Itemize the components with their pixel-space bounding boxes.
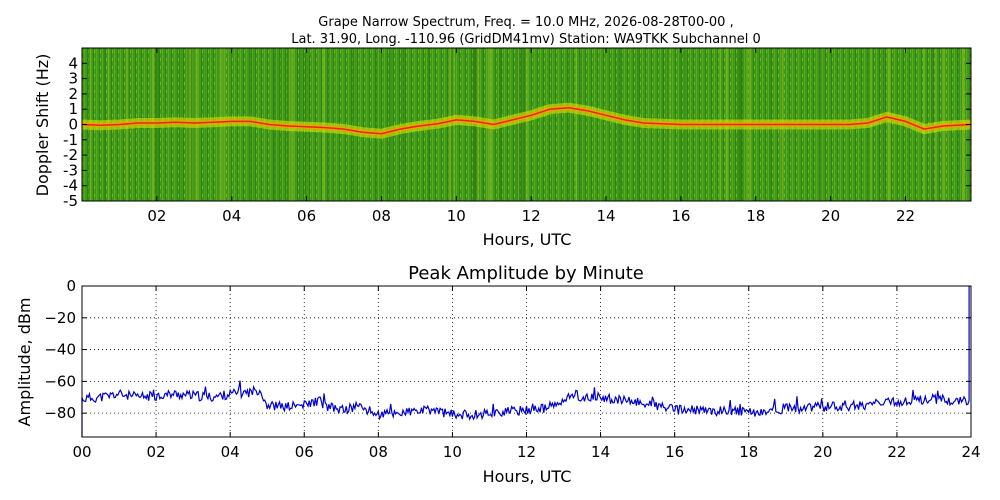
spectrogram-y-label: Doppler Shift (Hz) bbox=[33, 54, 52, 197]
spectrogram-y-tick-label: 2 bbox=[68, 85, 78, 103]
spectrogram-y-tick-label: -5 bbox=[63, 192, 78, 210]
spectrogram-y-tick-label: 4 bbox=[68, 54, 78, 72]
amplitude-series-line bbox=[81, 286, 970, 437]
amplitude-x-tick-label: 14 bbox=[591, 443, 610, 461]
spectrogram-x-tick-label: 14 bbox=[596, 207, 615, 225]
amplitude-x-tick-label: 02 bbox=[147, 443, 166, 461]
amplitude-y-tick-label: −20 bbox=[44, 309, 76, 327]
spectrogram-streak bbox=[568, 48, 570, 201]
spectrogram-x-tick-label: 08 bbox=[372, 207, 391, 225]
spectrogram-streak bbox=[522, 48, 526, 201]
amplitude-chart: Peak Amplitude by Minute 00 02 04 06 08 10 12 1… bbox=[15, 263, 981, 486]
amplitude-x-tick-label: 16 bbox=[665, 443, 684, 461]
spectrogram-x-tick-label: 04 bbox=[222, 207, 241, 225]
spectrogram-y-tick-label: -2 bbox=[63, 146, 78, 164]
spectrogram-streak bbox=[518, 48, 520, 201]
amplitude-x-tick-label: 10 bbox=[443, 443, 462, 461]
amplitude-x-tick-label: 24 bbox=[961, 443, 980, 461]
amplitude-x-tick-label: 04 bbox=[221, 443, 240, 461]
spectrogram-y-tick-label: 1 bbox=[68, 100, 78, 118]
spectrogram-x-tick-label: 22 bbox=[896, 207, 915, 225]
amplitude-y-tick-label: −60 bbox=[44, 372, 76, 390]
spectrogram-streak bbox=[888, 48, 891, 201]
amplitude-y-tick-label: 0 bbox=[66, 277, 76, 295]
amplitude-x-label: Hours, UTC bbox=[483, 467, 572, 486]
spectrogram-y-tick-label: 0 bbox=[68, 116, 78, 134]
figure-title-line2: Lat. 31.90, Long. -110.96 (GridDM41mv) S… bbox=[291, 32, 761, 47]
spectrogram-x-tick-label: 18 bbox=[746, 207, 765, 225]
spectrogram-streak bbox=[575, 48, 578, 201]
spectrogram-x-label: Hours, UTC bbox=[483, 230, 572, 249]
spectrogram-x-ticks: 02 04 06 08 10 12 14 16 18 20 22 bbox=[147, 48, 915, 225]
spectrogram-streak bbox=[525, 48, 528, 201]
amplitude-y-tick-label: −40 bbox=[44, 341, 76, 359]
amplitude-plot-area bbox=[82, 286, 971, 437]
figure-title-line1: Grape Narrow Spectrum, Freq. = 10.0 MHz,… bbox=[318, 15, 733, 30]
spectrogram-streak bbox=[580, 48, 582, 201]
doppler-trace bbox=[82, 102, 971, 139]
amplitude-x-tick-label: 22 bbox=[887, 443, 906, 461]
amplitude-y-tick-label: −80 bbox=[44, 404, 76, 422]
spectrogram-x-tick-label: 16 bbox=[671, 207, 690, 225]
amplitude-x-tick-label: 00 bbox=[72, 443, 91, 461]
spectrogram-x-tick-label: 12 bbox=[522, 207, 541, 225]
spectrogram-streak bbox=[618, 48, 621, 201]
spectrogram-x-tick-label: 06 bbox=[297, 207, 316, 225]
amplitude-y-label: Amplitude, dBm bbox=[15, 298, 34, 427]
spectrogram-streak bbox=[375, 48, 377, 201]
amplitude-x-tick-label: 18 bbox=[739, 443, 758, 461]
amplitude-x-tick-label: 06 bbox=[295, 443, 314, 461]
amplitude-x-tick-label: 12 bbox=[517, 443, 536, 461]
spectrogram-streak bbox=[519, 48, 522, 201]
spectrogram-streak bbox=[551, 48, 553, 201]
amplitude-chart-title: Peak Amplitude by Minute bbox=[408, 263, 644, 284]
amplitude-x-tick-label: 08 bbox=[369, 443, 388, 461]
spectrogram-y-tick-label: 3 bbox=[68, 70, 78, 88]
spectrogram-streak bbox=[388, 48, 392, 201]
spectrogram-x-tick-label: 02 bbox=[147, 207, 166, 225]
amplitude-x-ticks: 00 02 04 06 08 10 12 14 16 18 20 22 24 bbox=[72, 286, 981, 461]
spectrogram-streak bbox=[887, 48, 890, 201]
spectrogram-y-tick-label: -3 bbox=[63, 161, 78, 179]
spectrogram-streak bbox=[352, 48, 355, 201]
doppler-trace-core bbox=[82, 106, 971, 135]
spectrogram-x-tick-label: 20 bbox=[821, 207, 840, 225]
spectrogram-y-tick-label: -4 bbox=[63, 177, 78, 195]
spectrogram-streak bbox=[521, 48, 523, 201]
amplitude-x-tick-label: 20 bbox=[813, 443, 832, 461]
spectrogram-y-tick-label: -1 bbox=[63, 131, 78, 149]
spectrogram-streak bbox=[882, 48, 885, 201]
spectrogram-streak bbox=[516, 48, 518, 201]
spectrogram-x-tick-label: 10 bbox=[447, 207, 466, 225]
amplitude-y-ticks: 0 −20 −40 −60 −80 bbox=[44, 277, 971, 422]
